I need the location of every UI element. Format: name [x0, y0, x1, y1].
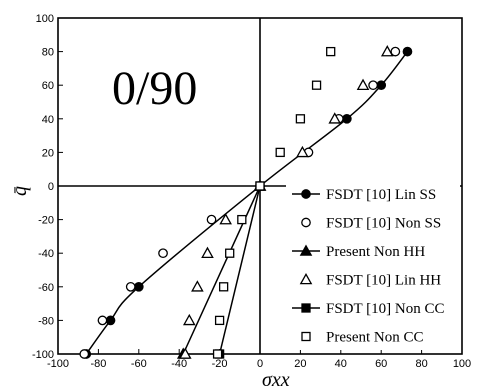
series-line	[182, 185, 261, 355]
x-tick-label: -40	[171, 358, 187, 370]
legend-marker	[301, 189, 311, 199]
legend-item: Present Non HH	[292, 244, 425, 260]
data-point	[342, 113, 352, 124]
tick-labels: -100 -80 -60 -40 -20 0 20 40 60 80 100 -100 -80 -60 -4…	[32, 13, 471, 370]
data-point	[133, 281, 144, 292]
legend-marker	[301, 217, 311, 228]
legend-marker	[301, 303, 311, 313]
x-tick-label: -20	[212, 358, 228, 370]
data-point	[402, 46, 413, 57]
data-point	[178, 347, 192, 359]
data-point	[368, 80, 378, 91]
x-tick-label: 20	[294, 358, 306, 370]
legend-marker	[299, 244, 313, 256]
series-filled-square	[214, 181, 265, 359]
x-tick-label: -100	[47, 358, 69, 370]
y-tick-label: 40	[42, 114, 54, 126]
chart-annotation: 0/90	[112, 62, 197, 115]
data-point	[218, 282, 229, 292]
data-point	[212, 349, 223, 359]
series-line	[218, 185, 261, 355]
y-tick-label: -80	[38, 315, 54, 327]
data-point	[105, 315, 116, 326]
x-tick-label: 100	[453, 358, 471, 370]
legend-label: FSDT [10] Non SS	[326, 216, 441, 232]
x-tick-label: 80	[415, 358, 427, 370]
data-point	[182, 313, 196, 326]
data-point	[326, 46, 336, 57]
y-tick-label: -60	[38, 282, 54, 294]
data-point	[380, 45, 394, 57]
legend-label: FSDT [10] Lin SS	[326, 187, 436, 203]
data-point	[311, 80, 322, 90]
x-tick-label: 40	[335, 358, 347, 370]
legend-label: FSDT [10] Lin HH	[326, 273, 441, 289]
legend-marker	[299, 272, 313, 285]
legend-label: Present Non CC	[326, 330, 424, 346]
legend-background	[286, 178, 460, 350]
data-point	[214, 315, 225, 326]
data-point	[219, 213, 232, 225]
legend: FSDT [10] Lin SS FSDT [10] Non SS Present …	[286, 178, 460, 350]
y-tick-label: 100	[36, 13, 54, 25]
series-layer	[79, 45, 413, 359]
series-open-triangle	[178, 45, 394, 359]
x-axis-label: σxx	[262, 369, 290, 388]
legend-label: FSDT [10] Non CC	[326, 301, 445, 317]
data-point	[390, 46, 401, 57]
legend-item: FSDT [10] Lin SS	[292, 187, 436, 203]
data-point	[356, 78, 370, 91]
x-tick-label: -60	[131, 358, 147, 370]
data-point	[295, 114, 306, 124]
data-point	[191, 280, 204, 292]
data-point	[328, 112, 342, 124]
legend-item: FSDT [10] Lin HH	[299, 272, 441, 289]
y-tick-label: 60	[42, 80, 54, 92]
y-tick-label: 0	[48, 181, 54, 193]
data-point	[158, 248, 168, 259]
y-axis-label: q̄	[9, 186, 31, 196]
data-point	[275, 147, 285, 158]
data-point	[376, 80, 387, 91]
data-point	[201, 246, 214, 259]
data-point	[97, 315, 108, 326]
y-tick-label: 80	[42, 47, 54, 59]
data-point	[79, 349, 90, 359]
data-point	[225, 248, 235, 258]
y-tick-label: -100	[32, 349, 54, 361]
y-tick-label: 20	[42, 147, 54, 159]
data-point	[255, 181, 265, 191]
series-filled-triangle	[176, 179, 267, 359]
legend-item: FSDT [10] Non SS	[301, 216, 441, 232]
series-open-square	[212, 46, 336, 359]
data-point	[125, 281, 136, 292]
legend-item: Present Non CC	[301, 330, 424, 346]
y-tick-label: -20	[38, 215, 54, 227]
x-tick-label: 0	[257, 358, 263, 370]
y-tick-label: -40	[38, 248, 54, 260]
legend-marker	[301, 331, 311, 342]
legend-item: FSDT [10] Non CC	[292, 301, 445, 317]
x-tick-label: 60	[375, 358, 387, 370]
data-point	[206, 214, 217, 225]
data-point	[237, 214, 247, 225]
x-tick-label: -80	[90, 358, 106, 370]
legend-label: Present Non HH	[326, 244, 425, 260]
data-point	[296, 145, 309, 158]
